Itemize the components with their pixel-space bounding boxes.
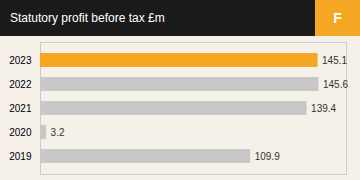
svg-text:2021: 2021: [9, 103, 32, 114]
html-text:F: F: [333, 10, 342, 26]
svg-text:145.1: 145.1: [322, 55, 347, 66]
svg-text:3.2: 3.2: [51, 127, 65, 138]
svg-text:2019: 2019: [9, 151, 32, 162]
svg-text:2023: 2023: [9, 55, 32, 66]
svg-text:145.6: 145.6: [323, 79, 348, 90]
svg-text:2020: 2020: [9, 127, 32, 138]
svg-text:109.9: 109.9: [255, 151, 280, 162]
svg-text:139.4: 139.4: [311, 103, 336, 114]
svg-text:2022: 2022: [9, 79, 32, 90]
html-text:Statutory profit before tax £m: Statutory profit before tax £m: [10, 11, 165, 25]
